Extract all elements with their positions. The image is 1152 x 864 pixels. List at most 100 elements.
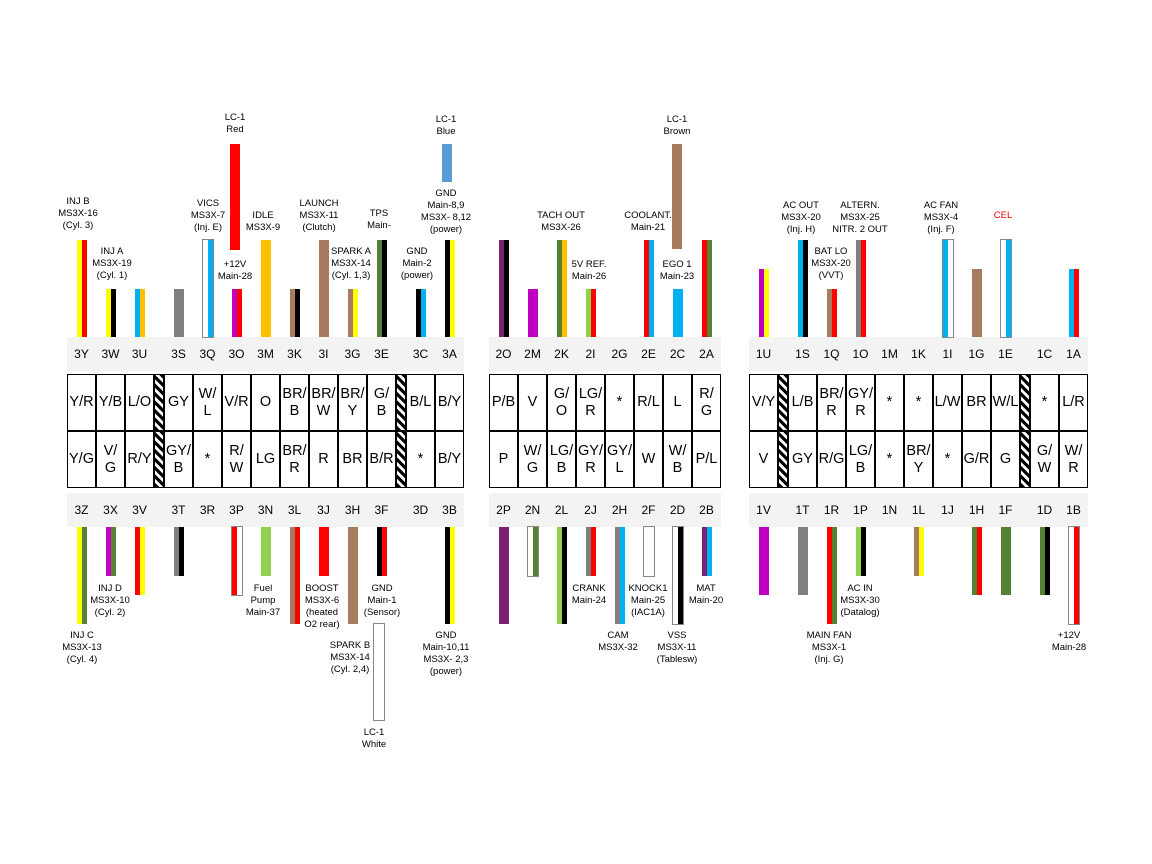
wire-2c [672,289,683,337]
wire-color-cell: R/G [817,431,846,488]
wire-color-cell: * [933,431,962,488]
wire-3v [134,527,145,595]
wire-color-cell: G/ B [367,374,396,431]
wire-1q [826,289,837,337]
wire-3w [105,289,116,337]
wire-annotation: GND Main-2 (power) [400,246,434,281]
pin-label: 2E [641,347,656,361]
pin-label: 1L [911,503,926,517]
wire-annotation: AC OUT MS3X-20 (Inj. H) [781,200,821,235]
wire-color-cell: LG/ B [846,431,875,488]
wire-3m [260,240,271,337]
wire-1d [1039,527,1050,595]
wire-1h [971,527,982,595]
wire-color-cell: * [193,431,222,488]
wire-annotation: LC-1 White [361,727,387,750]
pin-label: 1O [852,347,869,361]
wire-annotation: GND Main-8,9 MS3X- 8,12 (power) [420,188,472,235]
wire-annotation: COOLANT. Main-21 [624,210,672,233]
wire-annotation: Fuel Pump Main-37 [245,583,281,618]
pin-label: 1M [881,347,898,361]
pin-label: 1J [941,503,954,517]
wire-annotation: SPARK A MS3X-14 (Cyl. 1,3) [331,246,371,281]
wire-color-cell: G [991,431,1020,488]
pin-label: 3N [257,503,274,517]
wire-color-cell: G/R [962,431,991,488]
wire-2l [556,527,567,624]
pin-label: 1S [795,347,810,361]
wire-color-cell: BR/ Y [904,431,933,488]
pin-label: 1H [968,503,985,517]
pin-label: 1K [911,347,926,361]
wire-color-cell: L [663,374,692,431]
wire-color-cell: L/W [933,374,962,431]
wire-3b [444,527,455,624]
wire-3x [105,527,116,576]
wire-annotation: INJ D MS3X-10 (Cyl. 2) [90,583,130,618]
pin-label: 2O [495,347,512,361]
pin-label: 3A [442,347,457,361]
pin-label: 1B [1066,503,1081,517]
wire-color-cell: * [904,374,933,431]
wire-color-cell: BR/ Y [338,374,367,431]
wire-3q [201,239,214,338]
pin-label: 3J [317,503,330,517]
wire-annotation: INJ B MS3X-16 (Cyl. 3) [58,196,98,231]
connector-pin-row-bottom [67,493,464,527]
pin-label: 3P [229,503,244,517]
wire-annotation: BAT LO MS3X-20 (VVT) [811,246,851,281]
keying-hatch [154,431,164,488]
pin-label: 1U [755,347,772,361]
wire-color-cell: W/ G [518,431,547,488]
wire-2d [671,526,684,625]
keying-hatch [778,431,788,488]
pin-label: 1N [881,503,898,517]
pin-label: 3D [412,503,429,517]
wire-3y [76,240,87,337]
keying-hatch [1020,374,1030,431]
wire-2i [585,289,596,337]
connector-pin-row-top [67,337,464,371]
wire-color-cell: Y/R [67,374,96,431]
wire-3t [173,527,184,576]
wire-color-cell: GY/ B [164,431,193,488]
wire-1v [758,527,769,595]
wire-3j [318,527,329,576]
pin-label: 1G [968,347,985,361]
wire-color-cell: O [251,374,280,431]
pin-label: 2L [554,503,569,517]
wire-color-cell: G/ O [547,374,576,431]
wire-3g [347,289,358,337]
wire-color-cell: * [875,374,904,431]
wire-annotation: LC-1 Brown [663,114,691,137]
pin-label: 3F [374,503,389,517]
wire-color-cell: BR [338,431,367,488]
wire-color-cell: L/B [788,374,817,431]
wire-annotation: MAT Main-20 [688,583,724,606]
pin-label: 3T [171,503,186,517]
pin-label: 1D [1036,503,1053,517]
wire-color-cell: W/ B [663,431,692,488]
wire-color-cell: W/ L [193,374,222,431]
connector-pin-row-top [489,337,721,371]
wire-annotation: ALTERN. MS3X-25 NITR. 2 OUT [832,200,888,235]
pin-label: 2M [524,347,541,361]
wire-color-cell: GY [788,431,817,488]
wire-color-cell: P/B [489,374,518,431]
wire-1l [913,527,924,576]
wire-color-cell: * [605,374,634,431]
wire-color-cell: V [749,431,778,488]
wire-1b [1067,526,1080,625]
wire-1f [1000,527,1011,595]
wire-annotation: +12V Main-28 [217,259,253,282]
wire-annotation: TPS Main- [367,208,391,231]
pin-label: 3B [442,503,457,517]
pin-label: 3Y [74,347,89,361]
wire-3l [289,527,300,624]
wire-2n [526,526,539,577]
wire-annotation: MAIN FAN MS3X-1 (Inj. G) [806,630,852,665]
wire-annotation: IDLE MS3X-9 [245,210,281,233]
wire-color-cell: W/ R [1059,431,1088,488]
pin-label: 3I [318,347,329,361]
